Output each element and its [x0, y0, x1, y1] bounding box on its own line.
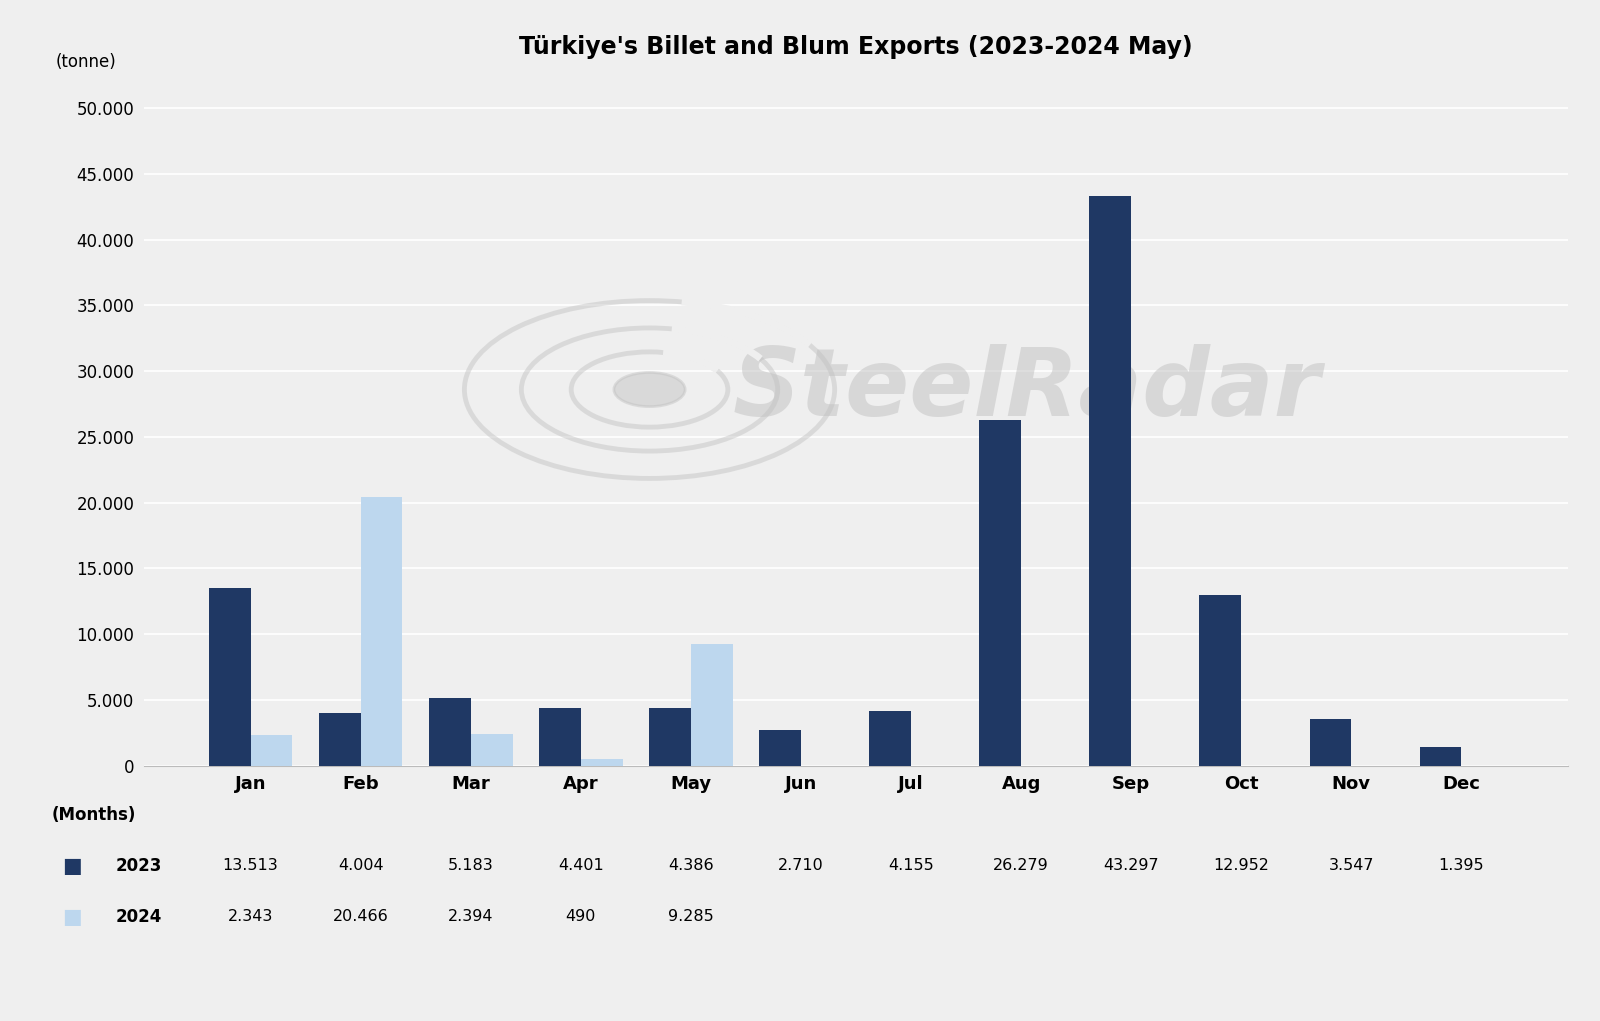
Text: 1.395: 1.395 [1438, 859, 1485, 873]
Bar [360, 496, 403, 766]
Text: 5.183: 5.183 [448, 859, 493, 873]
Bar [318, 713, 360, 766]
Text: ■: ■ [62, 856, 82, 876]
Bar [758, 730, 802, 766]
Circle shape [614, 373, 685, 406]
Text: 4.004: 4.004 [338, 859, 384, 873]
Text: (tonne): (tonne) [56, 53, 117, 71]
Text: 2024: 2024 [115, 908, 162, 926]
Text: 2.394: 2.394 [448, 910, 493, 924]
Text: 43.297: 43.297 [1104, 859, 1158, 873]
Text: ■: ■ [62, 907, 82, 927]
Text: 20.466: 20.466 [333, 910, 389, 924]
Text: 12.952: 12.952 [1213, 859, 1269, 873]
Bar [1309, 719, 1352, 766]
Text: 490: 490 [566, 910, 595, 924]
Bar [470, 734, 512, 766]
Bar [650, 708, 691, 766]
Bar [979, 420, 1021, 766]
Text: 3.547: 3.547 [1328, 859, 1374, 873]
Text: 9.285: 9.285 [669, 910, 714, 924]
Text: 4.386: 4.386 [669, 859, 714, 873]
Bar [1200, 595, 1242, 766]
Bar [1090, 196, 1131, 766]
Title: Türkiye's Billet and Blum Exports (2023-2024 May): Türkiye's Billet and Blum Exports (2023-… [518, 35, 1194, 59]
Bar [869, 711, 910, 766]
Text: 13.513: 13.513 [222, 859, 278, 873]
Bar [1419, 747, 1461, 766]
Text: 2.710: 2.710 [778, 859, 824, 873]
Bar [251, 735, 293, 766]
Bar [691, 643, 733, 766]
Text: 2.343: 2.343 [227, 910, 274, 924]
Text: 4.155: 4.155 [888, 859, 934, 873]
Bar [208, 588, 251, 766]
Text: (Months): (Months) [51, 806, 136, 824]
Bar [429, 697, 470, 766]
Bar [539, 708, 581, 766]
Text: SteelRadar: SteelRadar [733, 343, 1322, 436]
Text: 2023: 2023 [115, 857, 162, 875]
Text: 4.401: 4.401 [558, 859, 603, 873]
Text: 26.279: 26.279 [994, 859, 1050, 873]
Bar [581, 760, 622, 766]
